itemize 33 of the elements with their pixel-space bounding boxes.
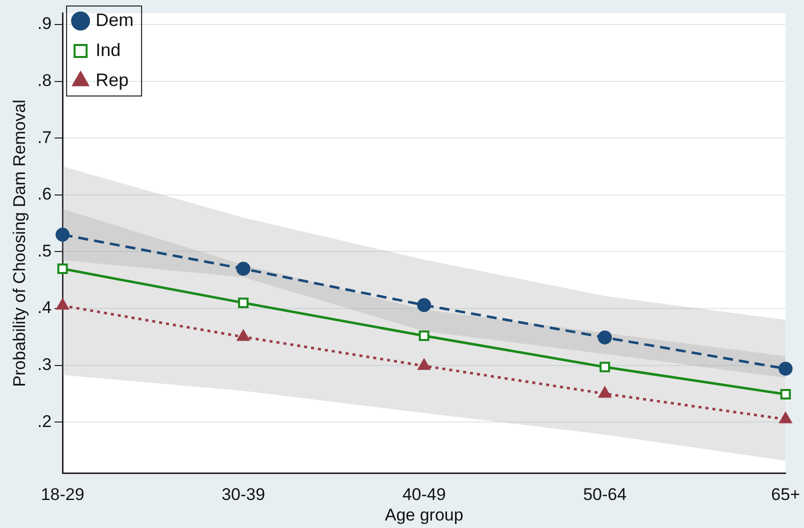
x-axis-title: Age group [384, 505, 464, 524]
point [238, 298, 249, 308]
y-tick-label: .5 [37, 241, 52, 260]
point [236, 262, 250, 276]
y-tick-label: .9 [37, 14, 52, 34]
point [418, 358, 430, 370]
legend-label: Rep [96, 70, 129, 90]
x-tick-label: 30-39 [222, 485, 266, 504]
point [779, 412, 792, 424]
point [237, 330, 250, 341]
y-tick-label: .7 [37, 128, 52, 147]
y-tick-label: .4 [37, 298, 52, 318]
point [598, 386, 612, 398]
point [780, 389, 791, 400]
point [417, 298, 432, 312]
x-tick-label: 40-49 [402, 485, 446, 504]
legend-label: Dem [96, 10, 134, 30]
point [778, 362, 793, 376]
point [57, 264, 68, 274]
point [598, 330, 612, 344]
point [56, 228, 70, 242]
point [600, 362, 610, 372]
y-axis-title: Probability of Choosing Dam Removal [10, 100, 29, 387]
x-tick-label: 65+ [771, 485, 800, 504]
y-tick-label: .3 [37, 354, 52, 374]
x-tick-label: 18-29 [40, 485, 84, 504]
x-tick-label: 50-64 [583, 485, 627, 504]
y-tick-label: .8 [37, 71, 52, 90]
y-tick-label: .6 [37, 184, 52, 204]
legend-label: Ind [96, 40, 121, 60]
point [56, 298, 69, 310]
point [418, 330, 430, 342]
y-tick-label: .2 [37, 412, 52, 431]
